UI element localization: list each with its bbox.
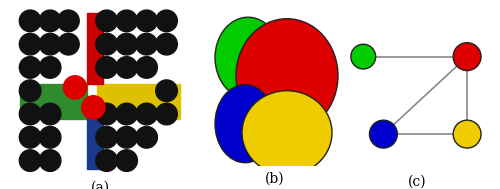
Circle shape	[96, 126, 118, 148]
Circle shape	[58, 10, 79, 32]
Ellipse shape	[242, 91, 332, 175]
Circle shape	[96, 33, 118, 55]
Bar	[86, 102, 104, 169]
Bar	[20, 102, 86, 119]
Circle shape	[116, 33, 138, 55]
Circle shape	[20, 10, 41, 32]
Circle shape	[156, 80, 178, 101]
Circle shape	[453, 120, 481, 148]
Circle shape	[20, 33, 41, 55]
Circle shape	[136, 10, 158, 32]
Ellipse shape	[215, 85, 275, 163]
Circle shape	[96, 57, 118, 78]
Text: (a): (a)	[90, 180, 110, 189]
Circle shape	[370, 120, 398, 148]
Circle shape	[40, 57, 61, 78]
Bar	[86, 12, 104, 84]
Circle shape	[20, 80, 41, 101]
Circle shape	[116, 103, 138, 125]
Circle shape	[20, 103, 41, 125]
Circle shape	[82, 96, 105, 119]
Text: (c): (c)	[408, 174, 427, 188]
Circle shape	[116, 10, 138, 32]
Circle shape	[40, 150, 61, 171]
Circle shape	[136, 126, 158, 148]
Circle shape	[40, 103, 61, 125]
Circle shape	[64, 76, 86, 99]
Circle shape	[136, 103, 158, 125]
Circle shape	[136, 33, 158, 55]
Text: (b): (b)	[265, 172, 285, 186]
Circle shape	[156, 10, 178, 32]
Circle shape	[96, 10, 118, 32]
Bar	[96, 84, 180, 101]
Circle shape	[96, 103, 118, 125]
Circle shape	[40, 33, 61, 55]
Circle shape	[20, 126, 41, 148]
Circle shape	[20, 150, 41, 171]
Bar	[20, 84, 86, 101]
Ellipse shape	[215, 17, 281, 98]
Ellipse shape	[236, 19, 338, 133]
Circle shape	[351, 44, 376, 69]
Circle shape	[40, 126, 61, 148]
Circle shape	[96, 150, 118, 171]
Circle shape	[20, 57, 41, 78]
Circle shape	[453, 43, 481, 70]
Circle shape	[156, 103, 178, 125]
Circle shape	[116, 150, 138, 171]
Circle shape	[116, 57, 138, 78]
Bar	[96, 102, 180, 119]
Circle shape	[116, 126, 138, 148]
Circle shape	[156, 33, 178, 55]
Circle shape	[58, 33, 79, 55]
Circle shape	[40, 10, 61, 32]
Circle shape	[136, 57, 158, 78]
